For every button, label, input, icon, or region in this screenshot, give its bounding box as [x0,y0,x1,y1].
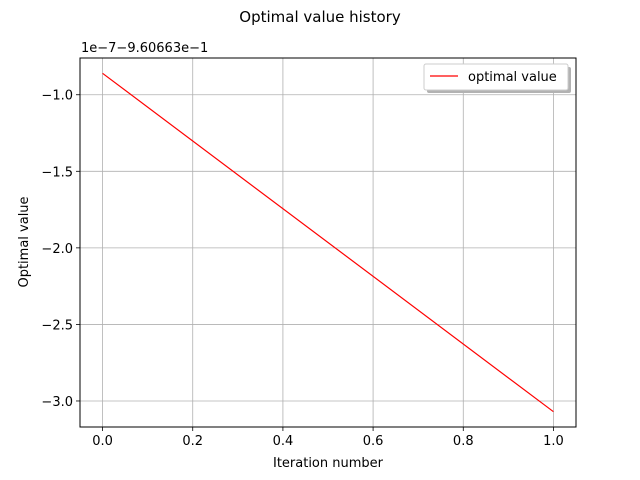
x-tick-label: 0.0 [92,434,113,449]
y-tick-label: −1.5 [41,165,73,180]
y-tick-label: −1.0 [41,89,73,104]
legend-label: optimal value [468,70,557,85]
x-tick-label: 0.6 [363,434,384,449]
y-axis-label: Optimal value [17,196,32,287]
y-axis: −1.0 −1.5 −2.0 −2.5 −3.0 [41,89,80,410]
legend: optimal value [423,63,571,93]
x-tick-label: 0.2 [182,434,203,449]
plot-frame [79,57,577,428]
chart-title: Optimal value history [239,8,401,26]
series-lines [102,72,554,413]
x-tick-label: 1.0 [543,434,564,449]
y-tick-label: −2.5 [41,318,73,333]
series-line-0 [102,72,554,413]
x-tick-label: 0.8 [453,434,474,449]
y-offset-text: 1e−7−9.60663e−1 [81,41,208,56]
x-axis-label: Iteration number [273,456,384,471]
x-axis: 0.0 0.2 0.4 0.6 0.8 1.0 [92,427,564,449]
y-tick-label: −2.0 [41,242,73,257]
y-tick-label: −3.0 [41,395,73,410]
x-tick-label: 0.4 [273,434,294,449]
grid [80,58,576,427]
legend-box [423,63,569,91]
